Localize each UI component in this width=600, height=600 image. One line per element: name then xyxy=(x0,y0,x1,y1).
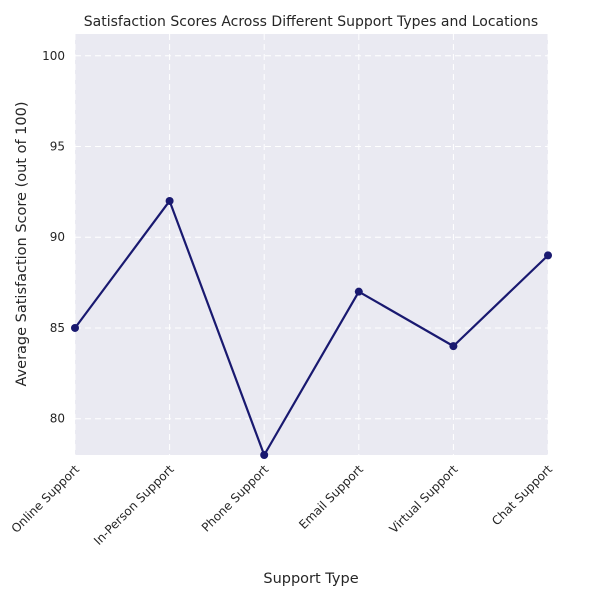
x-tick-label: Email Support xyxy=(296,462,366,532)
y-tick-labels: 80 85 90 95 100 xyxy=(42,49,65,426)
data-point xyxy=(71,323,79,332)
series-polyline xyxy=(74,199,549,457)
y-tick-label: 80 xyxy=(50,412,65,426)
x-tick-labels: Online Support In-Person Support Phone Sup… xyxy=(9,462,556,548)
y-tick-label: 100 xyxy=(42,49,65,63)
x-axis-label: Support Type xyxy=(263,571,358,587)
series-line xyxy=(71,196,552,459)
y-tick-label: 85 xyxy=(50,321,65,335)
data-point xyxy=(544,251,552,260)
data-point xyxy=(449,342,458,351)
y-axis-label: Average Satisfaction Score (out of 100) xyxy=(14,101,30,386)
data-point xyxy=(354,287,363,296)
x-tick-label: Virtual Support xyxy=(387,462,461,536)
x-tick-label: Phone Support xyxy=(199,462,272,535)
y-tick-label: 90 xyxy=(50,230,65,244)
x-tick-label: Chat Support xyxy=(489,462,555,528)
chart-title: Satisfaction Scores Across Different Sup… xyxy=(84,14,538,30)
x-tick-label: In-Person Support xyxy=(91,462,177,548)
y-gridlines xyxy=(75,55,548,420)
x-tick-label: Online Support xyxy=(9,462,83,536)
data-point xyxy=(165,196,174,205)
plot-background xyxy=(75,34,548,455)
y-tick-label: 95 xyxy=(50,140,65,154)
data-point xyxy=(260,451,269,459)
x-gridlines xyxy=(74,34,549,455)
